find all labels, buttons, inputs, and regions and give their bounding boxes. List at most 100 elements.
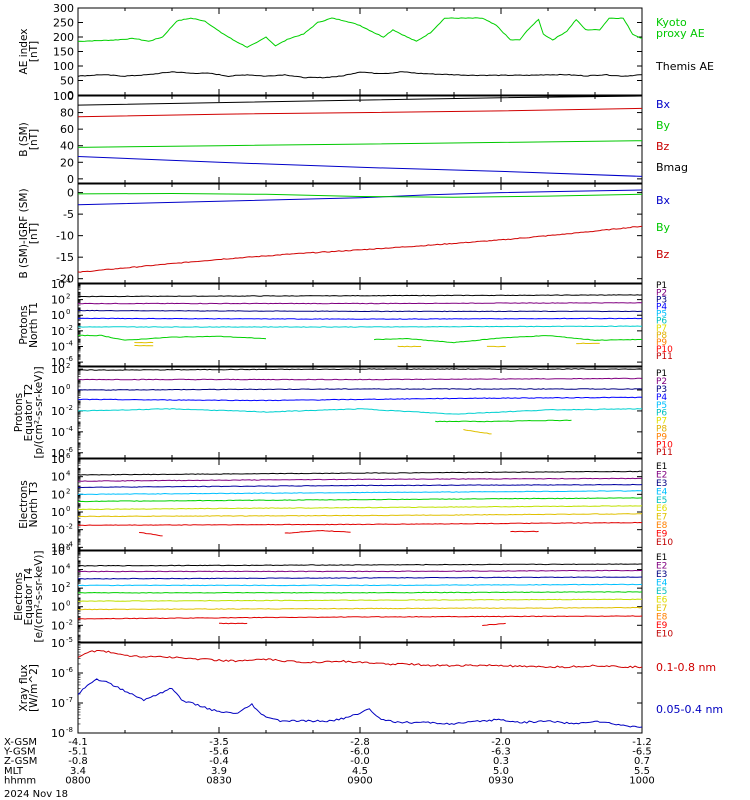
legend-entry: P3 (656, 385, 667, 395)
series-line-en-e3 (78, 483, 642, 489)
y-tick-exponent: 2 (66, 293, 70, 301)
y-tick-exponent: 2 (66, 362, 70, 370)
legend-entry: By (656, 221, 671, 234)
time-row-value: -0.8 (68, 756, 88, 767)
time-row-value: 0800 (65, 775, 90, 786)
y-tick-label: 10 (51, 340, 65, 353)
y-tick-label: 300 (53, 2, 74, 15)
y-tick-label: 10 (51, 524, 65, 537)
y-axis-label: [nT] (28, 41, 40, 62)
series-line-pn-p8e (576, 342, 600, 345)
time-row-label: MLT (4, 766, 24, 777)
y-tick-exponent: -2 (66, 324, 73, 332)
series-line-ee-e1 (78, 563, 642, 567)
y-tick-label: 80 (60, 107, 74, 120)
y-tick-label: 200 (53, 31, 74, 44)
panel-frame (77, 95, 643, 184)
series-line-en-e4 (78, 490, 642, 496)
y-tick-label: 250 (53, 17, 74, 30)
y-tick-exponent: -6 (66, 446, 74, 454)
y-tick-exponent: 0 (66, 383, 70, 391)
y-axis-label: [nT] (28, 223, 40, 244)
y-tick-label: 10 (51, 471, 65, 484)
legend-entry: E8 (656, 613, 668, 623)
legend-entry: E1 (656, 553, 667, 563)
legend-entry: P1 (656, 369, 667, 379)
series-line-pe-p1 (78, 368, 642, 371)
legend-entry: Kyoto (656, 16, 687, 29)
y-tick-label: 0 (67, 187, 74, 200)
time-row-value: -2.8 (350, 737, 370, 748)
legend-entry: E3 (656, 479, 667, 489)
series-line-pe-p8 (463, 429, 492, 435)
series-line-pn-p3 (78, 309, 642, 313)
y-tick-label: 0 (67, 173, 74, 186)
time-row-value: -1.2 (632, 737, 652, 748)
panel-bsm: 0 20 40 60 80 100 B (SM)[nT] Bx By Bz Bmag (18, 90, 688, 186)
legend-entry: P8 (656, 331, 667, 341)
time-row-value: 4.5 (352, 766, 368, 777)
time-row-value: 0900 (347, 775, 372, 786)
legend-entry: E9 (656, 529, 668, 539)
y-tick-exponent: 0 (66, 308, 70, 316)
time-row-value: -5.1 (68, 747, 88, 758)
legend-entry: P10 (656, 440, 673, 450)
series-line-ee-e4 (78, 583, 642, 587)
time-row-value: -0.0 (350, 756, 370, 767)
time-row-value: 0.3 (493, 756, 509, 767)
time-row-value: 0830 (206, 775, 231, 786)
legend-entry: E4 (656, 487, 668, 497)
y-tick-label: 10 (51, 325, 65, 338)
time-row-value: 3.9 (211, 766, 227, 777)
legend-entry: E1 (656, 462, 667, 472)
y-tick-exponent: -6 (66, 666, 74, 674)
y-tick-label: 10 (51, 697, 65, 710)
time-row-label: Y-GSM (3, 747, 36, 758)
y-tick-label: 10 (51, 384, 65, 397)
y-tick-label: -5 (63, 208, 74, 221)
legend-entry: E3 (656, 570, 667, 580)
y-tick-exponent: 6 (66, 452, 71, 460)
y-tick-label: 10 (51, 564, 65, 577)
legend-entry: Bx (656, 194, 671, 207)
series-line-en-e9a (139, 532, 163, 537)
legend-entry: Themis AE (655, 60, 714, 73)
legend-entry: By (656, 119, 671, 132)
y-tick-exponent: -2 (66, 404, 73, 412)
legend-entry: E10 (656, 538, 673, 548)
series-line-bdiff-bx (78, 189, 642, 206)
y-tick-label: 10 (51, 727, 65, 740)
y-tick-exponent: 0 (66, 600, 70, 608)
legend-entry: Bz (656, 248, 670, 261)
y-tick-exponent: 2 (66, 581, 70, 589)
legend-entry: E6 (656, 596, 668, 606)
y-tick-label: 10 (51, 309, 65, 322)
time-row-value: -5.6 (209, 747, 229, 758)
series-line-ee-e2 (78, 569, 642, 573)
legend-entry: P5 (656, 310, 667, 320)
y-tick-label: 20 (60, 156, 74, 169)
legend-entry: E7 (656, 513, 667, 523)
y-axis-label: [W/m^2] (28, 664, 40, 712)
y-tick-exponent: -6 (66, 355, 74, 363)
series-line-pn-p6b (374, 335, 642, 344)
y-tick-label: 150 (53, 46, 74, 59)
series-line-pn-p2 (78, 302, 642, 305)
series-line-en-e7 (78, 513, 642, 518)
series-line-ee-e5 (78, 591, 642, 594)
series-line-xray-0-1-0-8-nm (78, 650, 642, 669)
legend-entry: P5 (656, 401, 667, 411)
legend-entry: P11 (656, 352, 673, 362)
series-line-en-e9b (284, 529, 351, 534)
series-line-pe-p5 (78, 408, 642, 415)
series-line-pe-p2 (78, 377, 642, 381)
y-tick-exponent: -4 (66, 540, 74, 548)
legend-entry: P1 (656, 281, 667, 291)
legend-entry: P2 (656, 377, 667, 387)
y-axis-label: Xray flux (18, 665, 30, 712)
y-tick-exponent: 4 (66, 563, 71, 571)
y-axis-label: Equator T4 (23, 567, 35, 625)
time-axis: X-GSM -4.1 -3.5 -2.8 -2.0 -1.2 Y-GSM -5.1 -5.6 -6… (3, 737, 655, 800)
